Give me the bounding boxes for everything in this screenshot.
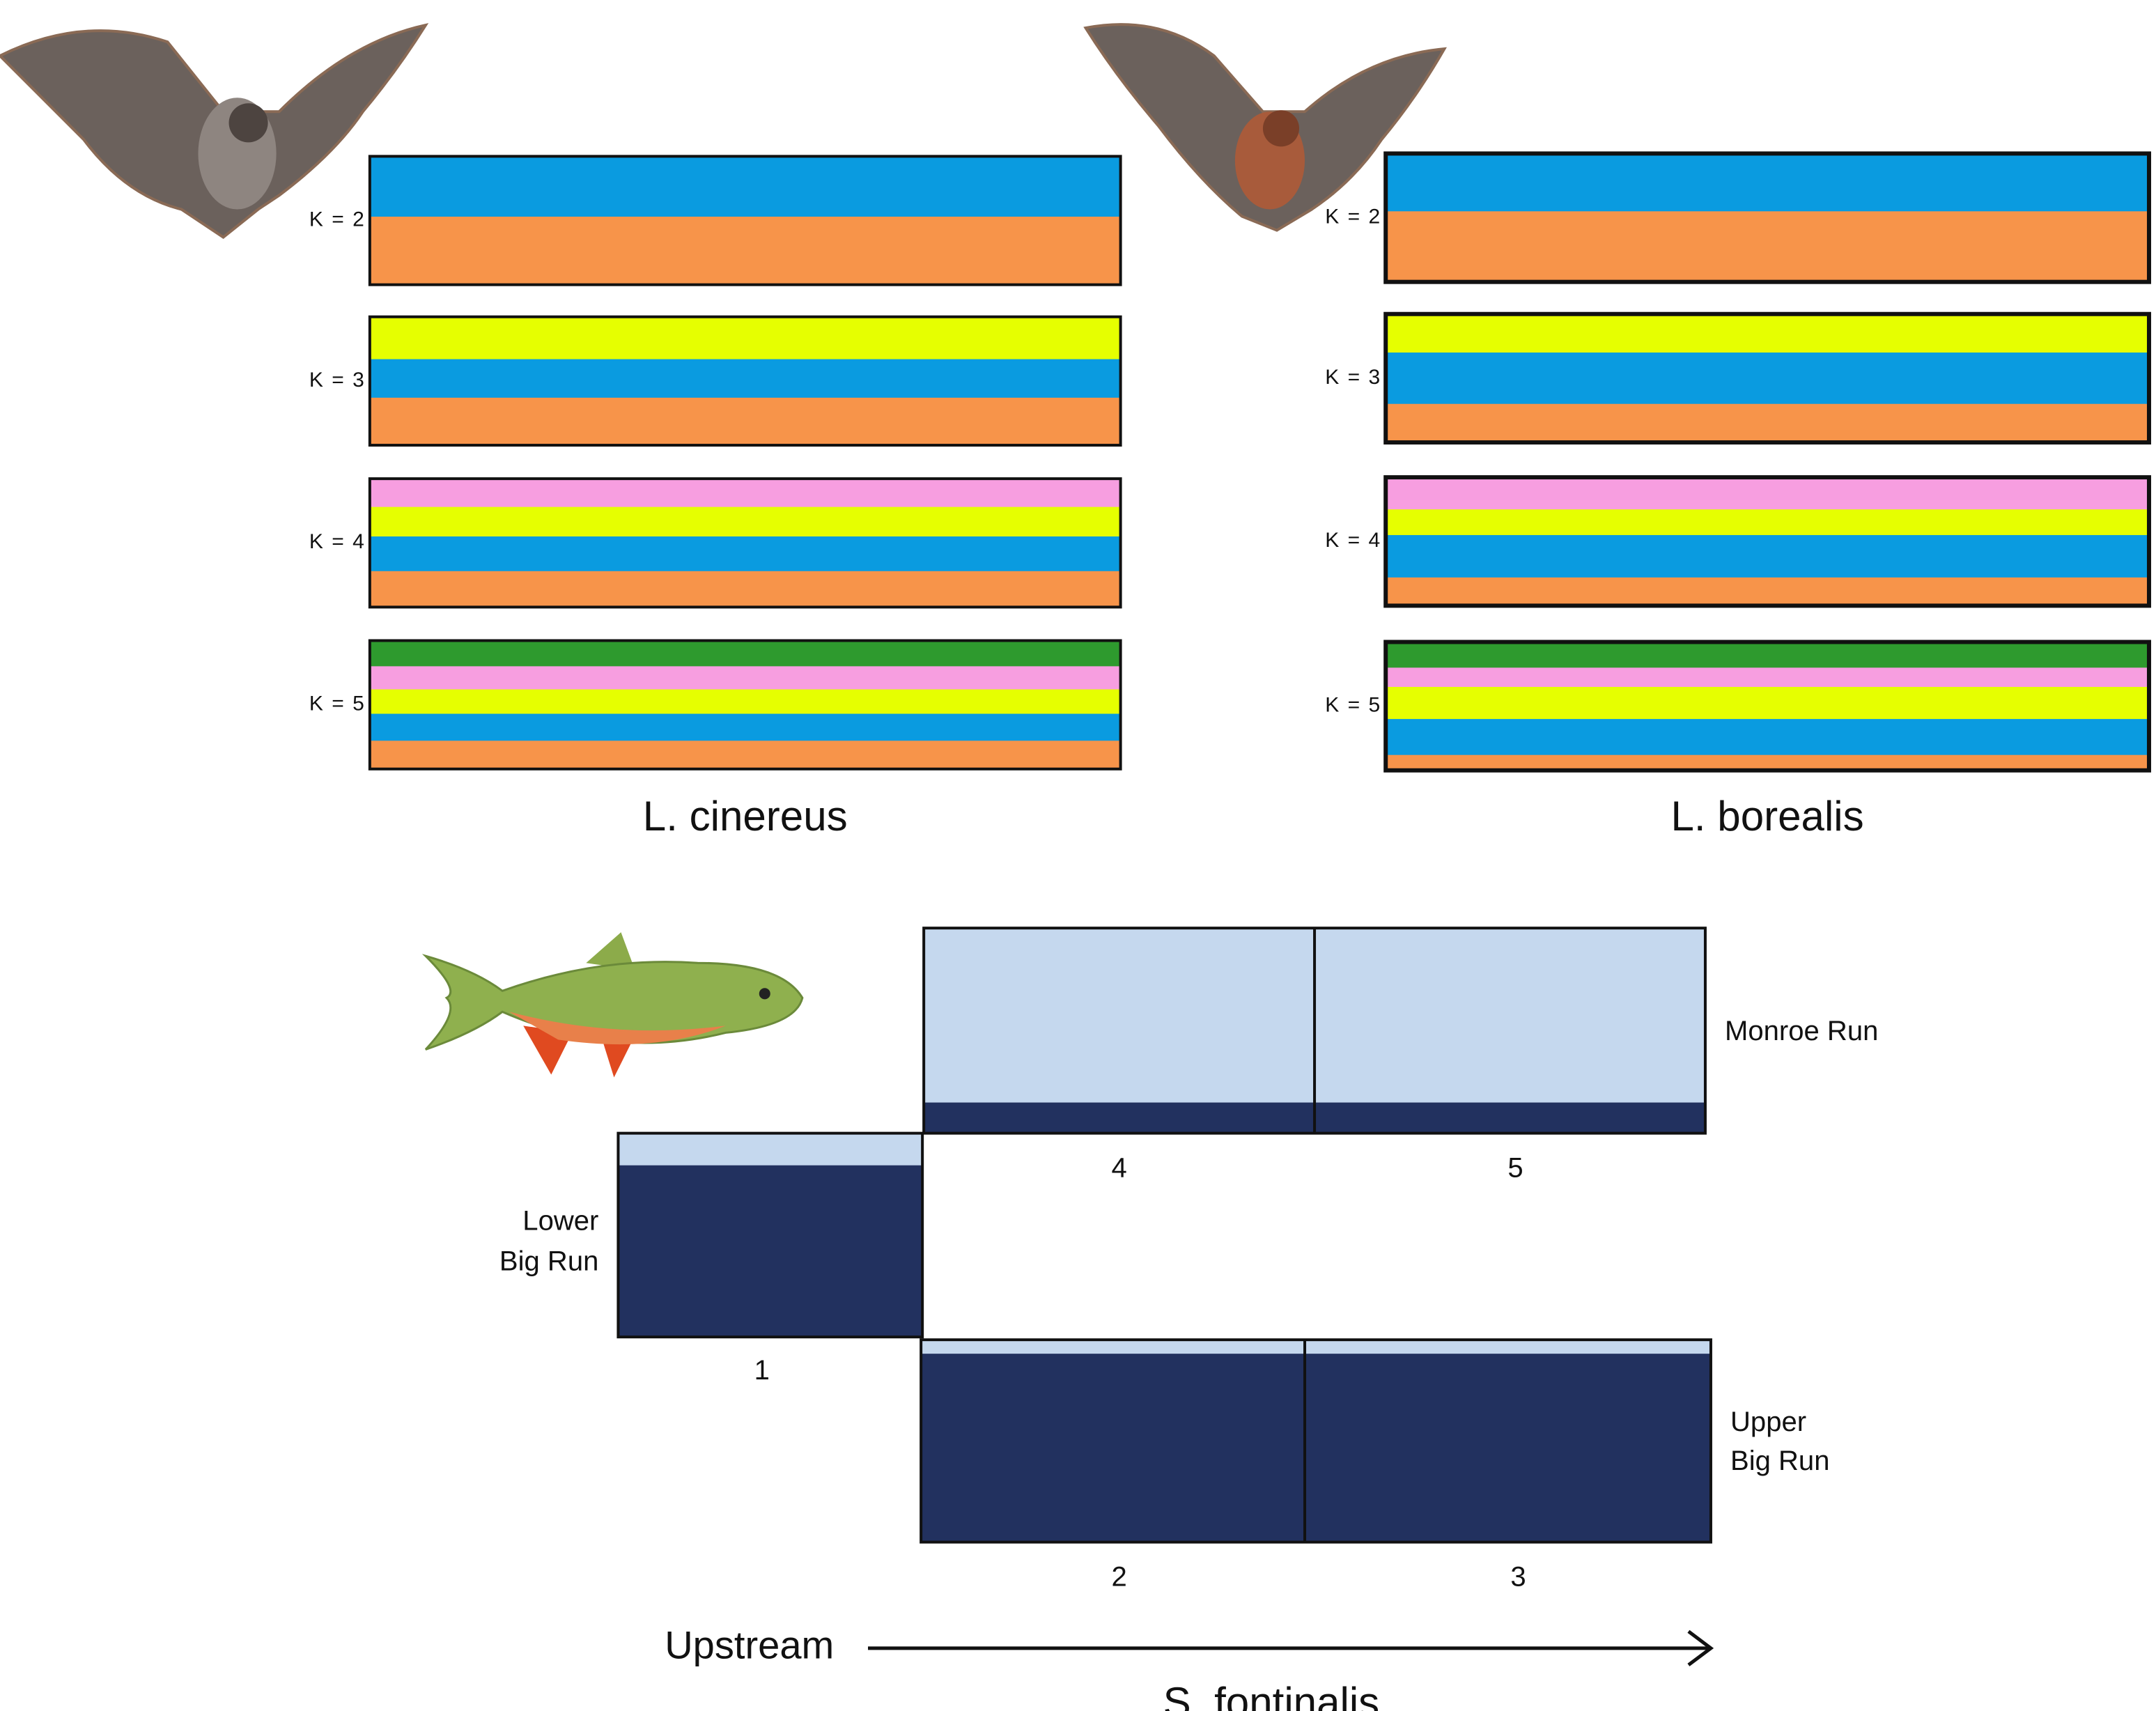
ancestry-band — [369, 156, 1121, 218]
ancestry-band — [1386, 153, 2149, 212]
ancestry-band — [369, 316, 1121, 360]
site-label: 3 — [1510, 1561, 1526, 1592]
plot-frame — [368, 315, 1122, 447]
ancestry-band — [369, 741, 1121, 770]
bat-illustration — [1083, 23, 1447, 232]
structure-plot — [920, 1338, 1712, 1544]
ancestry-band — [369, 359, 1121, 398]
bat-illustration — [0, 23, 429, 240]
k-label: K = 5 — [309, 692, 366, 715]
site-label: 2 — [1111, 1561, 1126, 1592]
species-label: S. fontinalis — [1163, 1679, 1380, 1711]
ancestry-band — [1386, 535, 2149, 578]
k-label: K = 2 — [309, 208, 366, 231]
ancestry-band — [369, 397, 1121, 447]
plot-frame — [368, 155, 1122, 286]
site-label: 4 — [1111, 1152, 1126, 1183]
population-label: Monroe Run — [1725, 1016, 1878, 1046]
ancestry-band — [369, 640, 1121, 667]
k-label: K = 3 — [309, 369, 366, 392]
plot-frame — [368, 477, 1122, 609]
ancestry-band — [1386, 754, 2149, 771]
plot-frame — [1383, 151, 2151, 284]
ancestry-band — [369, 536, 1121, 572]
species-label: L. cinereus — [643, 793, 848, 839]
structure-plot — [616, 1131, 924, 1339]
ancestry-band — [1386, 477, 2149, 511]
ancestry-band — [369, 689, 1121, 715]
plot-frame — [368, 639, 1122, 771]
ancestry-band — [1386, 577, 2149, 607]
plot-frame — [1383, 475, 2151, 608]
population-label: Lower — [522, 1205, 598, 1236]
population-label: Upper — [1730, 1407, 1806, 1437]
k-label: K = 3 — [1325, 366, 1381, 389]
arrow-head — [1687, 1629, 1714, 1666]
ancestry-band — [369, 713, 1121, 742]
ancestry-band — [1386, 719, 2149, 756]
k-label: K = 4 — [1325, 529, 1381, 552]
ancestry-band — [1386, 211, 2149, 283]
population-label: Big Run — [1730, 1446, 1829, 1476]
plot-frame — [1383, 640, 2151, 773]
site-label: 1 — [754, 1355, 770, 1386]
plot-frame — [1383, 311, 2151, 445]
ancestry-band — [369, 479, 1121, 508]
ancestry-band — [369, 666, 1121, 690]
site-label: 5 — [1507, 1152, 1523, 1183]
species-label: L. borealis — [1671, 793, 1864, 839]
ancestry-band — [369, 506, 1121, 538]
ancestry-band — [369, 571, 1121, 608]
ancestry-band — [1386, 642, 2149, 669]
fish-illustration — [421, 932, 804, 1078]
ancestry-band — [1386, 313, 2149, 354]
structure-plot — [922, 927, 1707, 1135]
ancestry-band — [369, 216, 1121, 286]
ancestry-band — [1386, 687, 2149, 720]
ancestry-band — [1386, 353, 2149, 405]
ancestry-band — [1386, 403, 2149, 444]
ancestry-band — [1386, 667, 2149, 688]
k-label: K = 2 — [1325, 205, 1381, 228]
k-label: K = 5 — [1325, 694, 1381, 717]
k-label: K = 4 — [309, 530, 366, 553]
direction-label: Upstream — [665, 1623, 834, 1667]
population-label: Big Run — [499, 1246, 598, 1277]
ancestry-band — [1386, 509, 2149, 536]
